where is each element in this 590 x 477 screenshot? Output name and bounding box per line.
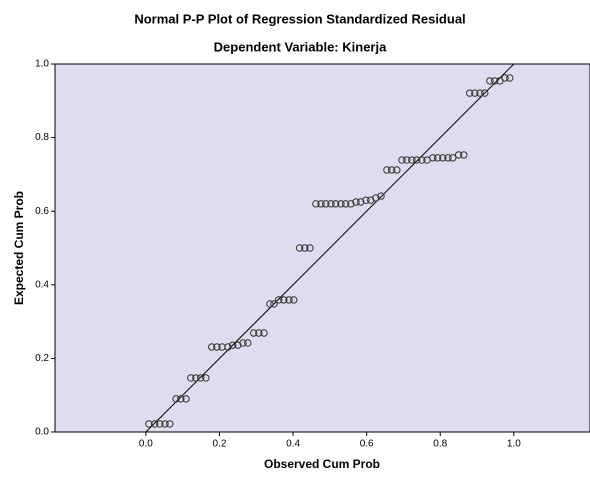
x-tick-label: 0.6: [360, 439, 374, 450]
x-tick-label: 0.8: [433, 439, 447, 450]
chart: Normal P-P Plot of Regression Standardiz…: [0, 0, 590, 472]
plot-area: [55, 64, 590, 432]
x-tick-label: 1.0: [507, 439, 521, 450]
y-axis-label: Expected Cum Prob: [12, 191, 26, 305]
y-tick-label: 0.8: [35, 132, 49, 143]
x-tick-label: 0.4: [286, 439, 300, 450]
x-tick-label: 0.2: [213, 439, 227, 450]
y-tick-label: 0.2: [35, 353, 49, 364]
y-tick-label: 0.0: [35, 427, 49, 438]
y-tick-label: 1.0: [35, 59, 49, 70]
y-tick-label: 0.4: [35, 279, 49, 290]
x-tick-label: 0.0: [139, 439, 153, 450]
chart-subtitle: Dependent Variable: Kinerja: [214, 39, 387, 54]
chart-title: Normal P-P Plot of Regression Standardiz…: [134, 11, 465, 26]
y-tick-label: 0.6: [35, 206, 49, 217]
x-axis-label: Observed Cum Prob: [264, 457, 380, 471]
